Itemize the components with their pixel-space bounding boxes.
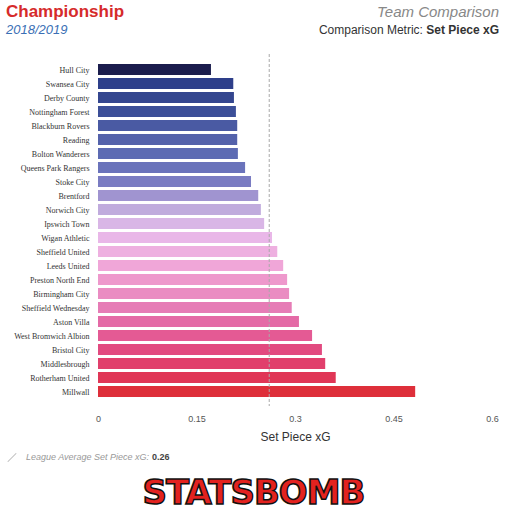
svg-text:Preston North End: Preston North End xyxy=(30,276,90,285)
svg-text:Middlesbrough: Middlesbrough xyxy=(41,360,90,369)
svg-text:Birmingham City: Birmingham City xyxy=(33,290,89,299)
svg-text:0.3: 0.3 xyxy=(289,414,302,424)
svg-text:Aston Villa: Aston Villa xyxy=(53,318,90,327)
svg-text:Bolton Wanderers: Bolton Wanderers xyxy=(32,150,90,159)
svg-text:Bristol City: Bristol City xyxy=(52,346,90,355)
svg-text:Sheffield United: Sheffield United xyxy=(37,248,90,257)
svg-text:Sheffield Wednesday: Sheffield Wednesday xyxy=(22,304,90,313)
svg-text:Nottingham Forest: Nottingham Forest xyxy=(29,108,90,117)
svg-text:Leeds United: Leeds United xyxy=(47,262,90,271)
svg-text:Blackburn Rovers: Blackburn Rovers xyxy=(32,122,90,131)
svg-text:Swansea City: Swansea City xyxy=(46,80,90,89)
html-text:League Average Set Piece xG: 0: League Average Set Piece xG: 0.26 xyxy=(26,452,170,462)
svg-text:Hull City: Hull City xyxy=(59,66,89,75)
svg-text:Brentford: Brentford xyxy=(58,192,89,201)
svg-text:Set Piece xG: Set Piece xG xyxy=(260,430,330,444)
html-text:2018/2019: 2018/2019 xyxy=(6,22,68,37)
svg-text:Millwall: Millwall xyxy=(62,388,90,397)
svg-text:0.45: 0.45 xyxy=(385,414,403,424)
svg-text:0.15: 0.15 xyxy=(188,414,206,424)
svg-text:Reading: Reading xyxy=(63,136,90,145)
svg-text:Norwich City: Norwich City xyxy=(46,206,90,215)
html-text:Team Comparison: Team Comparison xyxy=(377,3,499,20)
svg-text:Derby County: Derby County xyxy=(44,94,90,103)
svg-text:0.6: 0.6 xyxy=(486,414,499,424)
svg-text:Queens Park Rangers: Queens Park Rangers xyxy=(21,164,90,173)
html-text:Comparison Metric: Set Piece x: Comparison Metric: Set Piece xG xyxy=(318,23,499,37)
svg-text:Wigan Athletic: Wigan Athletic xyxy=(41,234,90,243)
svg-text:West Bromwich Albion: West Bromwich Albion xyxy=(14,332,89,341)
svg-text:Rotherham United: Rotherham United xyxy=(30,374,89,383)
svg-text:Ipswich Town: Ipswich Town xyxy=(44,220,89,229)
svg-text:Stoke City: Stoke City xyxy=(55,178,89,187)
html-text:STATSBOMB: STATSBOMB xyxy=(142,472,365,512)
svg-text:0: 0 xyxy=(96,414,101,424)
html-text:Championship: Championship xyxy=(6,2,125,21)
